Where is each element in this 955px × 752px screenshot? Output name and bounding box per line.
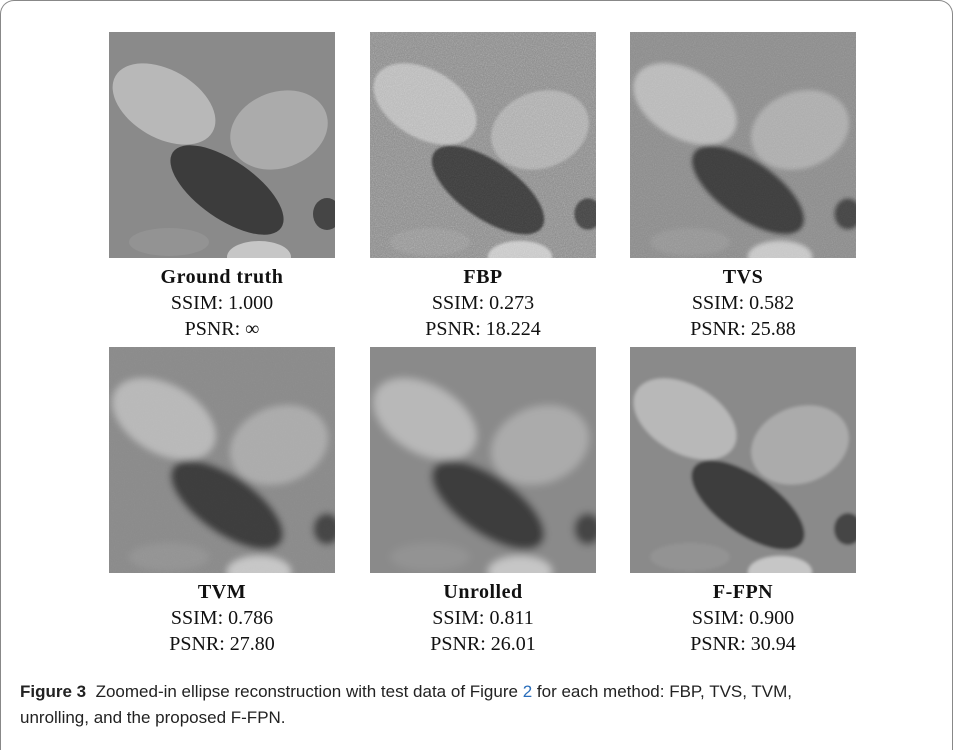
method-title: TVM (109, 579, 335, 605)
reconstruction-image (109, 32, 335, 258)
psnr-label: PSNR: ∞ (109, 316, 335, 342)
panel: Ground truth SSIM: 1.000 PSNR: ∞ (109, 32, 335, 342)
ssim-label: SSIM: 0.582 (630, 290, 856, 316)
reconstruction-image (630, 347, 856, 573)
method-title: TVS (630, 264, 856, 290)
panel: TVM SSIM: 0.786 PSNR: 27.80 (109, 347, 335, 657)
psnr-label: PSNR: 18.224 (370, 316, 596, 342)
psnr-label: PSNR: 30.94 (630, 631, 856, 657)
method-title: FBP (370, 264, 596, 290)
panel: TVS SSIM: 0.582 PSNR: 25.88 (630, 32, 856, 342)
method-title: Ground truth (109, 264, 335, 290)
caption-link[interactable]: 2 (523, 682, 532, 701)
panel: F-FPN SSIM: 0.900 PSNR: 30.94 (630, 347, 856, 657)
ssim-label: SSIM: 0.811 (370, 605, 596, 631)
reconstruction-image (630, 32, 856, 258)
reconstruction-image (370, 347, 596, 573)
page: Ground truth SSIM: 1.000 PSNR: ∞ FBP SSI… (0, 0, 955, 752)
caption-text: Zoomed-in ellipse reconstruction with te… (96, 682, 518, 701)
caption-label: Figure 3 (20, 682, 86, 701)
ssim-label: SSIM: 0.900 (630, 605, 856, 631)
psnr-label: PSNR: 25.88 (630, 316, 856, 342)
ssim-label: SSIM: 0.786 (109, 605, 335, 631)
psnr-label: PSNR: 26.01 (370, 631, 596, 657)
method-title: Unrolled (370, 579, 596, 605)
figure-caption: Figure 3 Zoomed-in ellipse reconstructio… (20, 679, 850, 731)
panel: FBP SSIM: 0.273 PSNR: 18.224 (370, 32, 596, 342)
reconstruction-image (370, 32, 596, 258)
reconstruction-image (109, 347, 335, 573)
ssim-label: SSIM: 0.273 (370, 290, 596, 316)
psnr-label: PSNR: 27.80 (109, 631, 335, 657)
panel: Unrolled SSIM: 0.811 PSNR: 26.01 (370, 347, 596, 657)
method-title: F-FPN (630, 579, 856, 605)
ssim-label: SSIM: 1.000 (109, 290, 335, 316)
